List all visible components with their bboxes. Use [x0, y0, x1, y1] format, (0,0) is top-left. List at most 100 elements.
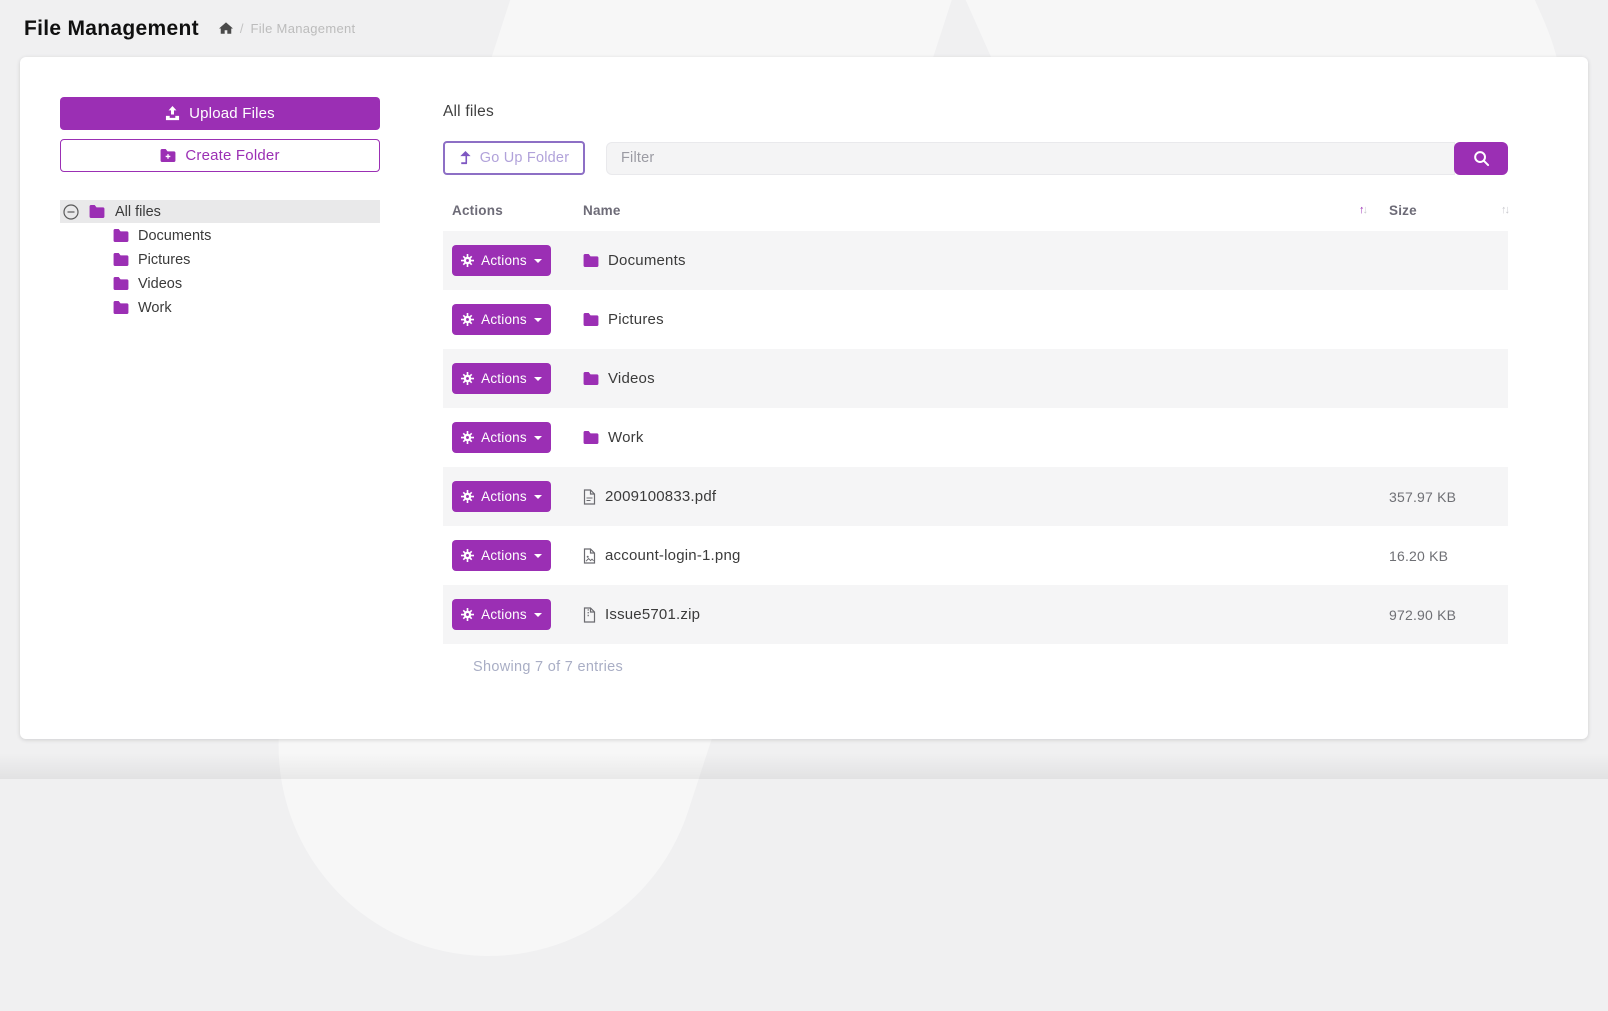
actions-button-label: Actions: [481, 489, 527, 504]
search-icon: [1473, 150, 1490, 167]
file-name-link[interactable]: Issue5701.zip: [583, 606, 1380, 623]
caret-down-icon: [533, 613, 542, 617]
bottom-shade: [0, 753, 1608, 779]
upload-files-label: Upload Files: [189, 105, 275, 122]
folder-tree: All files Documents Pictures Videos: [60, 200, 380, 319]
gear-icon: [461, 431, 475, 444]
row-actions-button[interactable]: Actions: [452, 540, 551, 571]
search-button[interactable]: [1454, 141, 1508, 175]
file-size: 16.20 KB: [1389, 547, 1449, 564]
folder-icon: [583, 372, 599, 385]
table-row: Actions Videos: [443, 349, 1508, 408]
breadcrumb-separator: /: [239, 21, 244, 36]
actions-button-label: Actions: [481, 312, 527, 327]
file-name-link[interactable]: 2009100833.pdf: [583, 488, 1380, 505]
actions-button-label: Actions: [481, 371, 527, 386]
column-header-size[interactable]: Size: [1389, 202, 1417, 218]
go-up-folder-label: Go Up Folder: [479, 150, 570, 166]
tree-item-documents[interactable]: Documents: [60, 224, 380, 247]
page-title: File Management: [24, 16, 199, 40]
tree-item-label: Videos: [138, 275, 183, 292]
table-row: Actions Pictures: [443, 290, 1508, 349]
folder-icon: [113, 253, 129, 266]
gear-icon: [461, 549, 475, 562]
file-image-icon: [583, 547, 596, 564]
tree-item-label: Work: [138, 299, 172, 316]
caret-down-icon: [533, 259, 542, 263]
column-header-actions: Actions: [452, 202, 503, 218]
tree-item-label: Documents: [138, 227, 212, 244]
file-table: Actions Name ↑↓ Size ↑↓: [443, 189, 1510, 675]
filter-input[interactable]: [606, 141, 1455, 175]
folder-icon: [113, 229, 129, 242]
file-name-label: Issue5701.zip: [605, 606, 701, 623]
file-name-label: Pictures: [608, 311, 664, 328]
gear-icon: [461, 254, 475, 267]
file-name-label: 2009100833.pdf: [605, 488, 717, 505]
table-body: Actions Documents: [443, 231, 1508, 644]
entries-summary: Showing 7 of 7 entries: [473, 659, 624, 675]
row-actions-button[interactable]: Actions: [452, 363, 551, 394]
current-folder-heading: All files: [443, 103, 494, 120]
file-name-link[interactable]: Videos: [583, 370, 1380, 387]
column-header-name[interactable]: Name: [583, 202, 621, 218]
tree-item-all-files[interactable]: All files: [60, 200, 380, 223]
tree-item-videos[interactable]: Videos: [60, 272, 380, 295]
folder-plus-icon: [160, 149, 176, 162]
caret-down-icon: [533, 495, 542, 499]
filter-group: [606, 141, 1508, 175]
create-folder-button[interactable]: Create Folder: [60, 139, 380, 172]
actions-button-label: Actions: [481, 548, 527, 563]
actions-button-label: Actions: [481, 253, 527, 268]
file-manager-card: Upload Files Create Folder All files Doc…: [20, 57, 1588, 739]
folder-icon: [113, 277, 129, 290]
table-row: Actions Documents: [443, 231, 1508, 290]
folder-icon: [583, 313, 599, 326]
table-row: Actions Issue5701.zip 972.90 KB: [443, 585, 1508, 644]
toolbar: Go Up Folder: [443, 141, 1508, 175]
sort-icon-name[interactable]: ↑↓: [1359, 203, 1368, 216]
left-panel: Upload Files Create Folder All files Doc…: [60, 97, 380, 739]
gear-icon: [461, 313, 475, 326]
file-zip-icon: [583, 606, 596, 623]
row-actions-button[interactable]: Actions: [452, 481, 551, 512]
row-actions-button[interactable]: Actions: [452, 599, 551, 630]
caret-down-icon: [533, 377, 542, 381]
breadcrumb: / File Management: [218, 21, 356, 36]
actions-button-label: Actions: [481, 430, 527, 445]
minus-circle-icon[interactable]: [63, 203, 79, 220]
file-name-link[interactable]: Documents: [583, 252, 1380, 269]
go-up-folder-button[interactable]: Go Up Folder: [443, 141, 585, 175]
table-row: Actions Work: [443, 408, 1508, 467]
file-size: 972.90 KB: [1389, 606, 1457, 623]
breadcrumb-current: File Management: [250, 21, 356, 36]
file-pdf-icon: [583, 488, 596, 505]
tree-item-work[interactable]: Work: [60, 296, 380, 319]
main-panel: All files Go Up Folder Actions: [443, 97, 1510, 739]
sort-icon-size[interactable]: ↑↓: [1501, 203, 1510, 216]
folder-icon: [113, 301, 129, 314]
file-name-link[interactable]: Work: [583, 429, 1380, 446]
create-folder-label: Create Folder: [185, 147, 280, 164]
gear-icon: [461, 490, 475, 503]
table-row: Actions 2009100833.pdf 357.97 KB: [443, 467, 1508, 526]
row-actions-button[interactable]: Actions: [452, 245, 551, 276]
tree-item-pictures[interactable]: Pictures: [60, 248, 380, 271]
upload-icon: [165, 106, 180, 121]
caret-down-icon: [533, 318, 542, 322]
gear-icon: [461, 372, 475, 385]
tree-item-label: Pictures: [138, 251, 191, 268]
caret-down-icon: [533, 436, 542, 440]
folder-icon: [583, 254, 599, 267]
file-name-label: Videos: [608, 370, 655, 387]
actions-button-label: Actions: [481, 607, 527, 622]
file-size: 357.97 KB: [1389, 488, 1457, 505]
file-name-link[interactable]: account-login-1.png: [583, 547, 1380, 564]
row-actions-button[interactable]: Actions: [452, 422, 551, 453]
tree-item-label: All files: [115, 203, 161, 220]
upload-files-button[interactable]: Upload Files: [60, 97, 380, 130]
file-name-link[interactable]: Pictures: [583, 311, 1380, 328]
row-actions-button[interactable]: Actions: [452, 304, 551, 335]
home-icon[interactable]: [218, 22, 233, 35]
level-up-icon: [459, 150, 471, 166]
